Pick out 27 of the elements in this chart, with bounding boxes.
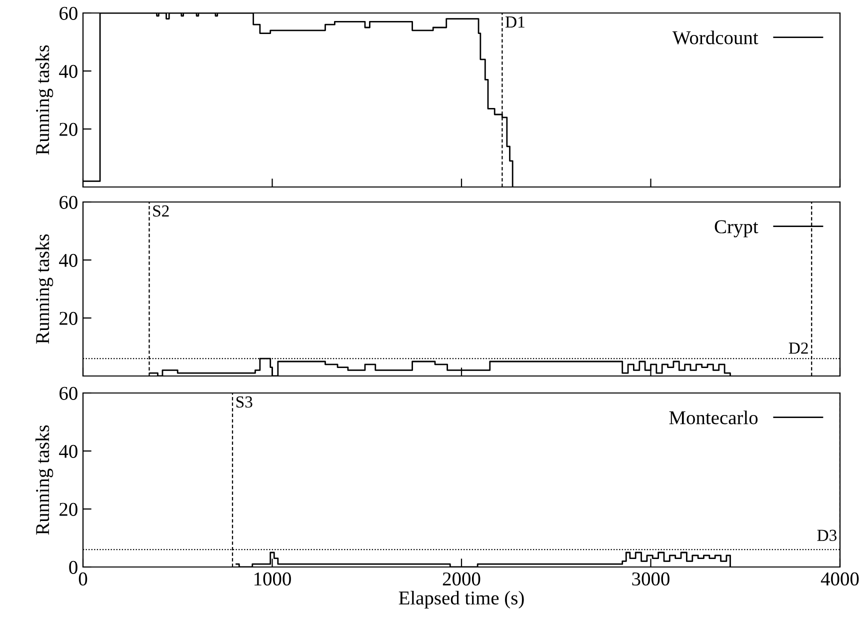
x-tick-label: 2000 xyxy=(442,572,480,586)
x-tick-label: 3000 xyxy=(632,572,670,586)
x-axis-title: Elapsed time (s) xyxy=(398,590,524,609)
y-tick-label: 20 xyxy=(60,312,78,325)
ref-line-label: D2 xyxy=(788,342,808,354)
y-tick-label: 40 xyxy=(59,64,78,78)
y-tick-label: 20 xyxy=(60,502,78,516)
x-tick-label: 4000 xyxy=(820,572,859,586)
ref-line-label: D3 xyxy=(817,530,837,541)
y-tick-label: 60 xyxy=(60,6,78,20)
x-tick-label: 0 xyxy=(78,572,88,586)
ref-line-label: D1 xyxy=(506,16,524,28)
y-tick-label: 60 xyxy=(60,196,78,209)
legend-label: Crypt xyxy=(714,220,758,238)
ref-line-label: S3 xyxy=(236,396,252,408)
y-tick-label: 60 xyxy=(60,386,78,400)
legend-label: Wordcount xyxy=(672,30,758,44)
y-axis-title: Running tasks xyxy=(35,425,54,535)
y-tick-label: 40 xyxy=(59,254,78,267)
y-tick-label: 20 xyxy=(60,122,78,136)
y-axis-title: Running tasks xyxy=(35,45,54,155)
ref-line-label: S2 xyxy=(153,205,169,217)
y-axis-title: Running tasks xyxy=(35,234,54,344)
x-tick-label: 1000 xyxy=(254,572,291,586)
y-tick-label: 40 xyxy=(59,444,78,458)
y-tick-label: 0 xyxy=(69,560,78,574)
legend-label: Montecarlo xyxy=(669,410,758,424)
